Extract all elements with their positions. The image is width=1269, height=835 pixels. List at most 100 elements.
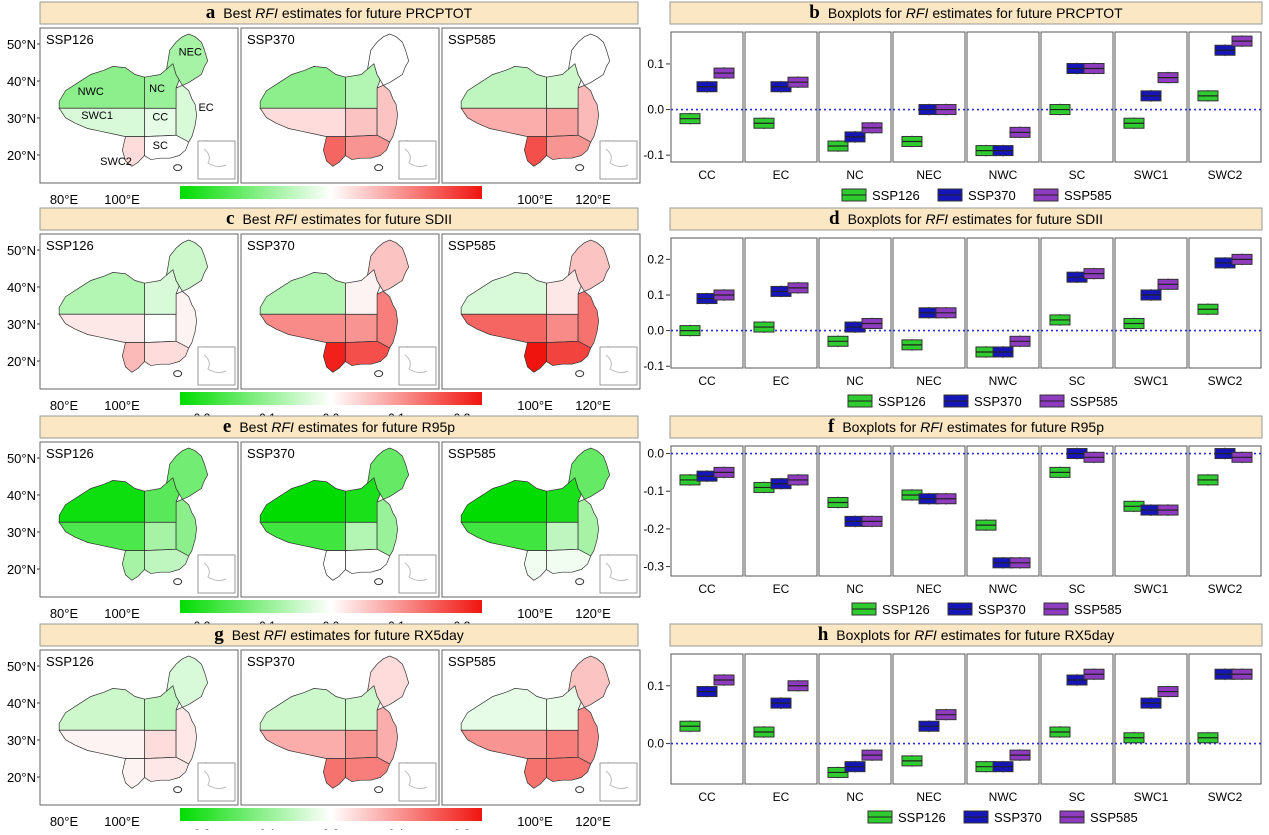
y-tick-label: -0.3: [643, 560, 664, 574]
facet-label: SWC1: [1134, 374, 1169, 388]
map-lon-tick-label: 100°E: [517, 398, 553, 413]
facet-label: NEC: [916, 168, 942, 182]
box-ssp126: [1197, 303, 1219, 316]
panel-title-prefix: Best: [239, 419, 267, 435]
box-ssp370: [992, 346, 1014, 358]
map-lon-tick-label: 80°E: [50, 398, 79, 413]
box-ssp126: [1197, 474, 1219, 486]
map-lat-tick-label: 40°N: [7, 488, 36, 503]
map-region-label: NEC: [179, 47, 202, 59]
box-ssp585: [787, 474, 809, 486]
box-ssp126: [1197, 731, 1219, 744]
region-swc2: [323, 137, 345, 167]
box-ssp126: [827, 766, 849, 779]
panel-letter: a: [206, 2, 216, 23]
panel-title: f Boxplots for RFI estimates for future R95…: [828, 416, 1104, 437]
panel-title-prefix: Boxplots for: [848, 211, 922, 227]
facet-frame: [1114, 653, 1188, 785]
facet-label: NC: [846, 168, 864, 182]
box-ssp585: [1157, 278, 1179, 291]
box-ssp585: [787, 76, 809, 89]
hainan-island: [575, 370, 585, 378]
legend-label: SSP126: [872, 188, 920, 203]
hainan-island: [173, 370, 183, 378]
box-ssp585: [1157, 685, 1179, 698]
panel-title-bar: [669, 623, 1263, 647]
map-region-label: NWC: [78, 86, 104, 98]
y-tick-label: -0.2: [643, 522, 664, 536]
china-map: [461, 240, 610, 372]
south-china-sea-inset: [398, 140, 437, 180]
map-lat-tick-label: 30°N: [7, 525, 36, 540]
colorbar: [180, 392, 482, 405]
box-ssp126: [975, 519, 997, 531]
map-lat-tick-label: 30°N: [7, 317, 36, 332]
inset-coastline: [404, 770, 428, 790]
panel-title-italic-term: RFI: [264, 627, 287, 643]
map-panel: SSP585: [441, 233, 641, 390]
box-ssp370: [992, 144, 1014, 157]
legend-label: SSP126: [882, 602, 930, 617]
legend-label: SSP370: [974, 394, 1022, 409]
hainan-island: [575, 164, 585, 172]
inset-coastline: [605, 562, 629, 582]
region-sc: [345, 757, 389, 781]
hainan-island: [575, 578, 585, 586]
region-nec: [368, 656, 409, 707]
panel-title: b Boxplots for RFI estimates for future PRC…: [809, 2, 1123, 23]
facet-label: NC: [846, 790, 864, 804]
map-scenario-label: SSP370: [247, 654, 295, 669]
box-ssp585: [1009, 749, 1031, 761]
region-swc2: [323, 343, 345, 373]
map-panel: SSP585: [441, 441, 641, 598]
panel-title-italic-term: RFI: [271, 419, 294, 435]
facet-label: NWC: [989, 790, 1018, 804]
hainan-island: [173, 786, 183, 794]
map-lat-tick-label: 30°N: [7, 111, 36, 126]
panel-title: d Boxplots for RFI estimates for future SDI…: [829, 208, 1103, 229]
box-ssp585: [787, 282, 809, 294]
panel-title-bar: [39, 623, 639, 647]
inset-coastline: [203, 770, 227, 790]
y-tick-label: 0.1: [647, 57, 664, 71]
map-scenario-label: SSP126: [46, 446, 94, 461]
map-region-label: CC: [152, 111, 168, 123]
panel-title-suffix: estimates for future R95p: [298, 419, 455, 435]
china-map: [461, 448, 610, 580]
legend-label: SSP126: [898, 810, 946, 825]
box-ssp585: [713, 466, 735, 479]
inset-coastline: [203, 562, 227, 582]
south-china-sea-inset: [197, 140, 236, 180]
facet-label: EC: [773, 790, 790, 804]
map-lon-tick-label: 100°E: [104, 606, 140, 621]
china-map: [260, 448, 409, 580]
colorbar: [180, 186, 482, 199]
legend-label: SSP126: [878, 394, 926, 409]
map-lon-tick-label: 100°E: [517, 814, 553, 829]
panel-letter: c: [226, 208, 234, 229]
panel-title-suffix: estimates for future RX5day: [290, 627, 464, 643]
box-ssp126: [827, 335, 849, 348]
region-cc: [144, 522, 176, 550]
box-ssp585: [1083, 267, 1105, 280]
box-ssp126: [753, 117, 775, 130]
y-tick-label: -0.1: [643, 484, 664, 498]
panel-letter: d: [829, 208, 840, 229]
region-nec: [167, 240, 208, 291]
map-lon-tick-label: 80°E: [50, 606, 79, 621]
facet-label: CC: [698, 168, 716, 182]
region-swc1: [59, 522, 144, 550]
panel-title-bar: [669, 1, 1263, 25]
region-nec: [569, 448, 610, 499]
map-lon-tick-label: 80°E: [50, 192, 79, 207]
south-china-sea-inset: [599, 554, 638, 594]
south-china-sea-inset: [599, 346, 638, 386]
map-lat-tick-label: 20°N: [7, 148, 36, 163]
map-panel: SSP585: [441, 27, 641, 184]
box-ssp370: [1214, 44, 1236, 57]
box-ssp126: [827, 496, 849, 509]
y-tick-label: 0.0: [647, 737, 664, 751]
facet-label: NWC: [989, 168, 1018, 182]
facet-frame: [966, 445, 1040, 577]
box-ssp585: [935, 103, 957, 116]
